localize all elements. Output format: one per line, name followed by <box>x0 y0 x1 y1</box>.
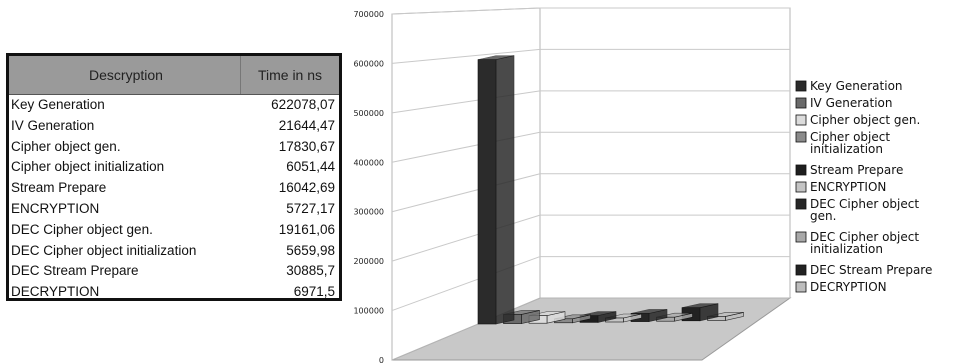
legend-label: gen. <box>810 209 836 223</box>
legend-label: ENCRYPTION <box>810 180 886 194</box>
legend-label: IV Generation <box>810 96 893 110</box>
table-row: ENCRYPTION 5727,17 <box>9 199 339 220</box>
legend-label: Stream Prepare <box>810 163 903 177</box>
row-label: Stream Prepare <box>11 180 107 196</box>
gridline-side <box>391 90 541 114</box>
header-time: Time in ns <box>240 56 339 95</box>
row-label: Cipher object gen. <box>11 138 121 154</box>
table-row: DECRYPTION 6971,5 <box>9 282 339 303</box>
legend-swatch <box>795 231 807 243</box>
row-value: 30885,7 <box>286 263 335 279</box>
legend-label: DEC Cipher object <box>810 230 919 244</box>
chart-side-wall <box>391 7 541 361</box>
legend-swatch <box>795 264 807 276</box>
y-tick-label: 200000 <box>353 257 384 266</box>
table-row: Key Generation 622078,07 <box>9 95 339 116</box>
row-label: DEC Stream Prepare <box>11 263 139 279</box>
legend-swatch <box>795 164 807 176</box>
legend-label: Key Generation <box>810 79 903 93</box>
row-value: 6971,5 <box>293 284 335 300</box>
table-row: Cipher object initialization 6051,44 <box>9 157 339 178</box>
gridline-side <box>391 7 541 15</box>
row-label: DEC Cipher object gen. <box>11 221 153 237</box>
row-label: IV Generation <box>11 117 95 133</box>
table-row: DEC Stream Prepare 30885,7 <box>9 261 339 282</box>
row-value: 5659,98 <box>286 242 335 258</box>
header-description: Descryption <box>9 56 241 95</box>
row-value: 5727,17 <box>286 200 335 216</box>
gridline-side <box>391 173 541 213</box>
bar <box>554 314 591 324</box>
legend-swatch <box>795 114 807 126</box>
table-row: IV Generation 21644,47 <box>9 116 339 137</box>
table-body: Key Generation 622078,07 IV Generation 2164… <box>9 95 339 303</box>
legend-swatch <box>795 80 807 92</box>
gridline-side <box>391 131 541 163</box>
gridline-side <box>391 214 541 262</box>
row-label: ENCRYPTION <box>11 200 100 216</box>
table-header-row: Descryption Time in ns <box>9 56 339 95</box>
legend-label: DEC Cipher object <box>810 197 919 211</box>
row-value: 21644,47 <box>278 117 335 133</box>
legend-label: DEC Stream Prepare <box>810 263 932 277</box>
legend-label: Cipher object <box>810 130 890 144</box>
table-row: DEC Cipher object initialization 5659,98 <box>9 241 339 262</box>
y-tick-label: 400000 <box>353 158 384 167</box>
row-label: DEC Cipher object initialization <box>11 242 197 258</box>
timing-table-grid: Descryption Time in ns Key Generation 622… <box>9 56 339 303</box>
table-row: Cipher object gen. 17830,67 <box>9 137 339 158</box>
legend-label: DECRYPTION <box>810 280 887 294</box>
row-label: Cipher object initialization <box>11 159 165 175</box>
y-tick-label: 600000 <box>353 59 384 68</box>
table-row: DEC Cipher object gen. 19161,06 <box>9 220 339 241</box>
timing-table: Descryption Time in ns Key Generation 622… <box>6 53 342 301</box>
y-tick-label: 300000 <box>353 208 384 217</box>
legend-label: initialization <box>810 142 883 156</box>
legend-swatch <box>795 97 807 109</box>
y-tick-label: 700000 <box>353 10 384 19</box>
row-value: 6051,44 <box>286 159 335 175</box>
legend-swatch <box>795 131 807 143</box>
y-tick-label: 0 <box>379 356 384 364</box>
y-tick-label: 500000 <box>353 109 384 118</box>
legend-swatch <box>795 281 807 293</box>
legend-swatch <box>795 181 807 193</box>
table-row: Stream Prepare 16042,69 <box>9 178 339 199</box>
y-tick-label: 100000 <box>353 307 384 316</box>
row-value: 16042,69 <box>278 180 335 196</box>
row-label: Key Generation <box>11 97 105 112</box>
legend-label: initialization <box>810 242 883 256</box>
legend-label: Cipher object gen. <box>810 113 920 127</box>
chart-back-wall <box>539 7 791 299</box>
bar <box>477 55 515 325</box>
row-label: DECRYPTION <box>11 284 100 300</box>
legend-swatch <box>795 198 807 210</box>
row-value: 19161,06 <box>278 221 335 237</box>
row-value: 622078,07 <box>271 97 335 112</box>
row-value: 17830,67 <box>278 138 335 154</box>
gridline-side <box>391 256 541 312</box>
gridline-side <box>391 48 541 64</box>
